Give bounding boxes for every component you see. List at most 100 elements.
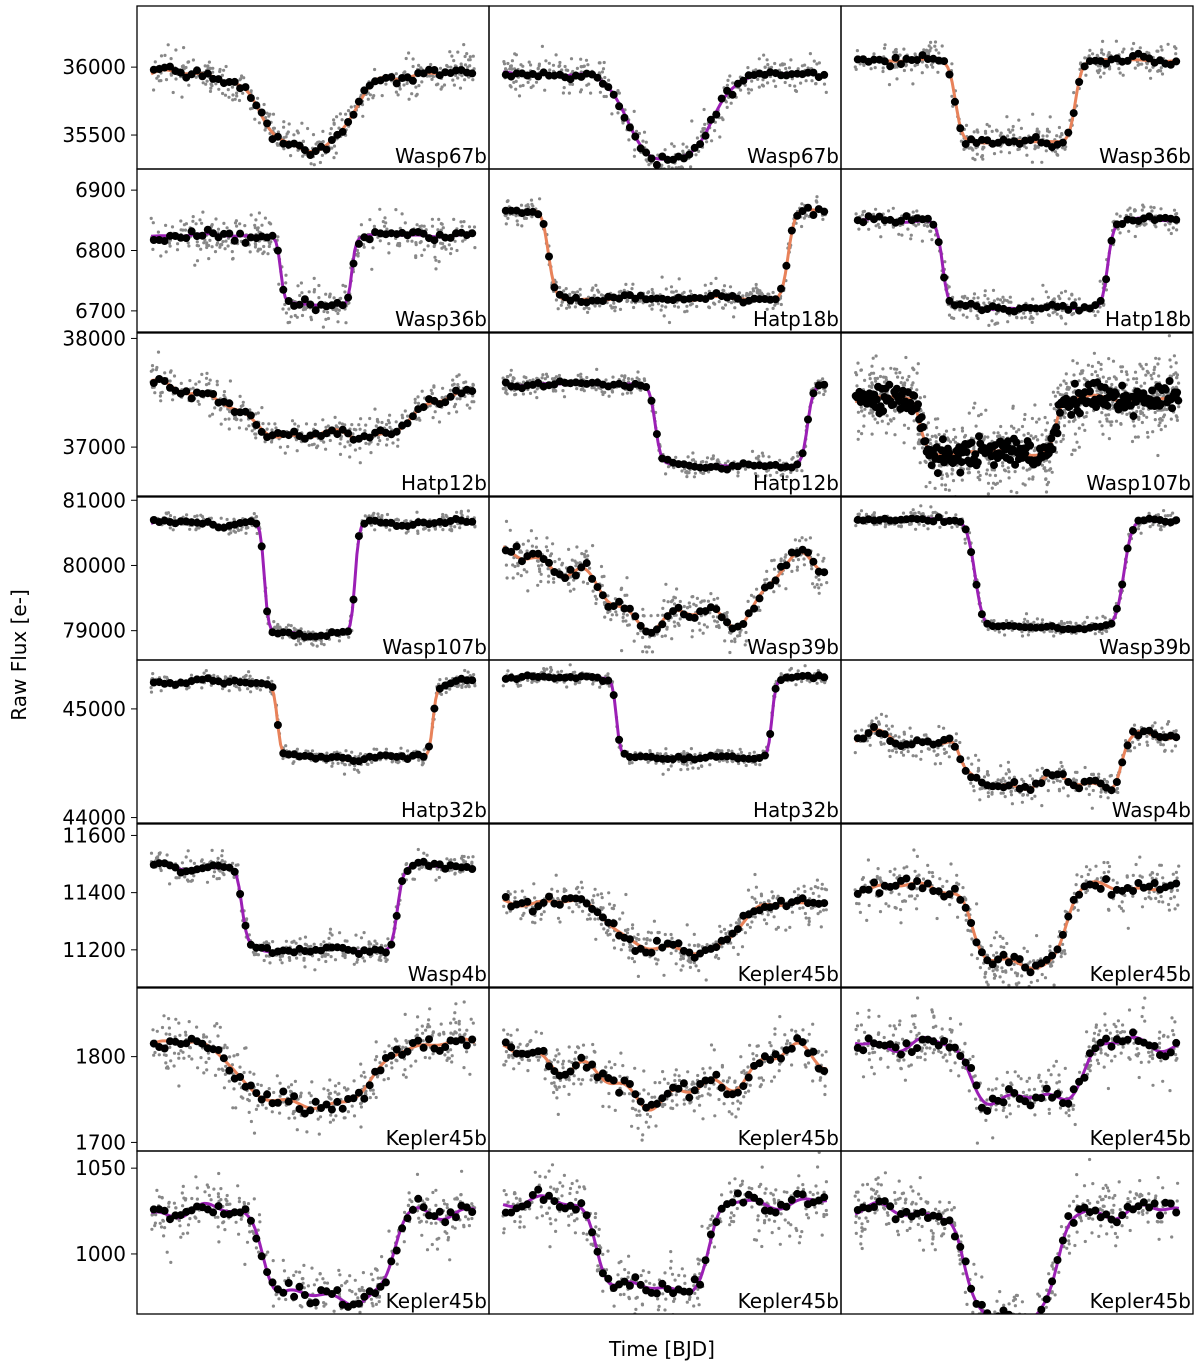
- raw-flux-point: [911, 210, 915, 214]
- raw-flux-point: [695, 596, 700, 601]
- raw-flux-point: [711, 456, 715, 461]
- panel-11: Wasp39b: [488, 496, 842, 661]
- raw-flux-point: [896, 375, 900, 379]
- raw-flux-point: [207, 60, 211, 64]
- raw-flux-point: [396, 438, 400, 442]
- raw-flux-point: [452, 59, 456, 63]
- raw-flux-point: [1049, 467, 1053, 471]
- raw-flux-point: [915, 209, 919, 213]
- raw-flux-point: [868, 411, 872, 415]
- raw-flux-point: [1108, 67, 1112, 71]
- raw-flux-point: [373, 407, 377, 411]
- raw-flux-point: [196, 399, 200, 403]
- raw-flux-point: [318, 160, 322, 165]
- raw-flux-point: [359, 417, 363, 421]
- raw-flux-point: [904, 355, 908, 360]
- raw-flux-point: [934, 435, 938, 439]
- raw-flux-point: [1174, 52, 1178, 56]
- raw-flux-point: [574, 564, 578, 568]
- binned-flux-point: [929, 220, 938, 229]
- raw-flux-point: [748, 291, 753, 295]
- raw-flux-point: [238, 394, 242, 398]
- raw-flux-point: [1125, 372, 1129, 377]
- raw-flux-point: [616, 111, 620, 115]
- raw-flux-point: [1100, 411, 1104, 415]
- raw-flux-point: [1003, 298, 1007, 302]
- raw-flux-point: [576, 290, 580, 294]
- raw-flux-point: [600, 583, 604, 588]
- binned-flux-point: [609, 90, 618, 99]
- raw-flux-point: [372, 224, 376, 228]
- binned-flux-point: [967, 438, 976, 447]
- raw-flux-point: [581, 580, 586, 584]
- raw-flux-point: [1168, 358, 1172, 362]
- raw-flux-point: [518, 84, 523, 88]
- raw-flux-point: [221, 240, 225, 244]
- raw-flux-point: [501, 376, 505, 380]
- raw-flux-point: [258, 247, 262, 251]
- raw-flux-point: [169, 57, 173, 61]
- raw-flux-point: [1152, 371, 1156, 375]
- raw-flux-point: [514, 53, 519, 57]
- raw-flux-point: [694, 153, 698, 157]
- raw-flux-point: [906, 426, 911, 430]
- raw-flux-point: [529, 85, 533, 90]
- raw-flux-point: [458, 397, 462, 401]
- raw-flux-point: [218, 245, 222, 249]
- raw-flux-point: [267, 221, 271, 225]
- raw-flux-point: [253, 117, 257, 121]
- raw-flux-point: [316, 444, 320, 448]
- raw-flux-point: [351, 432, 355, 436]
- raw-flux-point: [1140, 420, 1144, 425]
- panel-plot-area: [501, 367, 829, 479]
- raw-flux-point: [540, 376, 544, 380]
- raw-flux-point: [227, 417, 231, 421]
- raw-flux-point: [336, 320, 340, 324]
- raw-flux-point: [195, 259, 200, 263]
- raw-flux-point: [1023, 412, 1027, 417]
- raw-flux-point: [1001, 461, 1005, 465]
- raw-flux-point: [979, 412, 983, 416]
- raw-flux-point: [586, 310, 590, 314]
- raw-flux-point: [758, 289, 762, 293]
- raw-flux-point: [1007, 470, 1011, 474]
- raw-flux-point: [473, 246, 477, 250]
- raw-flux-point: [215, 379, 219, 383]
- raw-flux-point: [1160, 72, 1165, 76]
- raw-flux-point: [466, 515, 470, 519]
- raw-flux-point: [1056, 390, 1060, 394]
- raw-flux-point: [741, 294, 745, 298]
- raw-flux-point: [960, 498, 963, 501]
- raw-flux-point: [309, 162, 313, 166]
- raw-flux-point: [1013, 470, 1017, 474]
- raw-flux-point: [506, 375, 510, 379]
- raw-flux-point: [987, 323, 991, 327]
- raw-flux-point: [767, 292, 771, 296]
- raw-flux-point: [795, 451, 800, 455]
- binned-flux-point: [739, 76, 748, 85]
- binned-flux-point: [728, 90, 737, 99]
- raw-flux-point: [1121, 73, 1125, 77]
- raw-flux-point: [897, 232, 901, 236]
- raw-flux-point: [368, 416, 372, 421]
- binned-flux-point: [571, 293, 580, 302]
- raw-flux-point: [429, 388, 433, 392]
- raw-flux-point: [933, 40, 938, 44]
- raw-flux-point: [964, 123, 969, 127]
- raw-flux-point: [454, 73, 458, 77]
- raw-flux-point: [900, 376, 905, 380]
- raw-flux-point: [930, 238, 934, 242]
- raw-flux-point: [1007, 128, 1011, 132]
- binned-flux-point: [468, 229, 477, 238]
- raw-flux-point: [526, 80, 530, 84]
- raw-flux-point: [1046, 480, 1051, 484]
- raw-flux-point: [723, 639, 727, 643]
- binned-flux-point: [777, 284, 785, 293]
- raw-flux-point: [534, 80, 539, 84]
- raw-flux-point: [179, 228, 183, 232]
- raw-flux-point: [1100, 51, 1104, 55]
- raw-flux-point: [690, 119, 694, 123]
- raw-flux-point: [676, 305, 681, 309]
- raw-flux-point: [754, 68, 758, 72]
- raw-flux-point: [1084, 73, 1088, 77]
